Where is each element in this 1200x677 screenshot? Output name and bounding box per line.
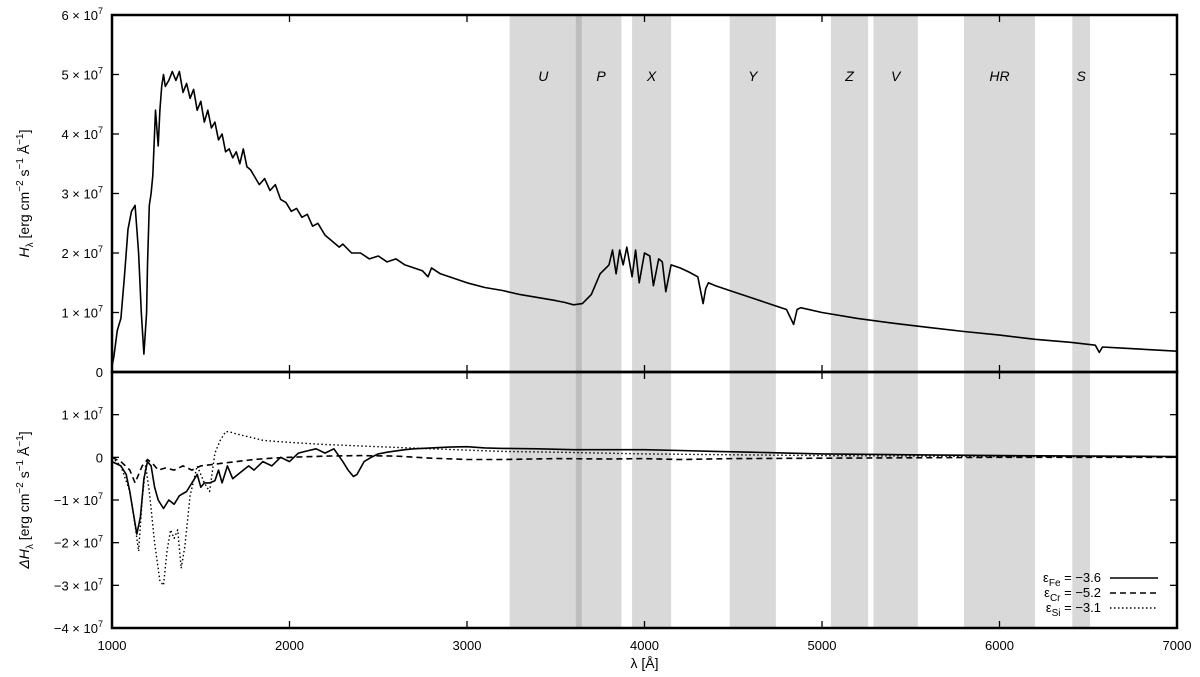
bottom-ytick-label: −4 × 107 (54, 619, 103, 636)
top-ytick-label: 2 × 107 (61, 244, 103, 261)
delta-series-fe (111, 445, 1178, 535)
bottom-ytick-label: −3 × 107 (54, 576, 103, 593)
legend-label-si: εSi = −3.1 (1046, 600, 1101, 619)
axis-ticks: 1 × 107 2 × 107 3 × 107 4 × 107 5 × 107 6 × 1… (54, 6, 1192, 653)
band-v-bottom (873, 372, 918, 628)
band-s-bottom (1072, 372, 1091, 628)
band-z-top (830, 15, 869, 372)
top-panel-series (111, 70, 1178, 367)
band-u-bottom (509, 372, 578, 628)
x-axis-label: λ [Å] (630, 655, 658, 671)
top-y-axis-label: Hλ [erg cm−2 s−1 Å−1] (15, 130, 36, 258)
top-ytick-label: 4 × 107 (61, 125, 103, 142)
bottom-y-axis-label: ΔHλ [erg cm−2 s−1 Å−1] (15, 431, 36, 569)
band-v-top (873, 15, 918, 372)
xtick-label: 2000 (275, 638, 304, 653)
band-u-top (509, 15, 578, 372)
band-s-top (1072, 15, 1091, 372)
band-x-bottom (632, 372, 672, 628)
axis-labels: λ [Å] Hλ [erg cm−2 s−1 Å−1] ΔHλ [erg cm−2 … (15, 130, 659, 671)
balmer-marker-top (575, 15, 582, 372)
top-ytick-zero-label: 0 (96, 365, 103, 380)
bottom-panel-bands (509, 372, 1091, 628)
bottom-ytick-label: 0 (96, 450, 103, 465)
band-label-u: U (538, 68, 549, 84)
xtick-label: 7000 (1163, 638, 1192, 653)
top-panel-bands: U P X Y Z V HR S (509, 15, 1091, 372)
band-label-x: X (646, 68, 657, 84)
bottom-panel-series (111, 431, 1178, 586)
bottom-ytick-label: −2 × 107 (54, 534, 103, 551)
band-label-y: Y (748, 68, 759, 84)
band-label-v: V (891, 68, 902, 84)
xtick-label: 5000 (808, 638, 837, 653)
xtick-label: 1000 (98, 638, 127, 653)
band-y-bottom (729, 372, 776, 628)
balmer-marker-bottom (575, 372, 582, 628)
band-hr-bottom (964, 372, 1035, 628)
band-label-hr: HR (989, 68, 1009, 84)
top-ytick-label: 1 × 107 (61, 304, 103, 321)
band-label-p: P (596, 68, 606, 84)
band-y-top (729, 15, 776, 372)
band-x-top (632, 15, 672, 372)
bottom-ytick-label: 1 × 107 (61, 406, 103, 423)
band-label-s: S (1076, 68, 1086, 84)
top-ytick-label: 6 × 107 (61, 6, 103, 23)
band-hr-top (964, 15, 1035, 372)
xtick-label: 4000 (630, 638, 659, 653)
top-ytick-label: 3 × 107 (61, 185, 103, 202)
band-z-bottom (830, 372, 869, 628)
band-p-top (580, 15, 622, 372)
legend-label-cr: εCr = −5.2 (1044, 585, 1101, 604)
band-p-bottom (580, 372, 622, 628)
xtick-label: 3000 (453, 638, 482, 653)
top-ytick-label: 5 × 107 (61, 66, 103, 83)
delta-series-cr (111, 454, 1177, 484)
band-label-z: Z (844, 68, 854, 84)
xtick-label: 6000 (985, 638, 1014, 653)
bottom-ytick-label: −1 × 107 (54, 491, 103, 508)
flux-series-line (111, 70, 1178, 367)
legend-label-fe: εFe = −3.6 (1043, 570, 1101, 589)
